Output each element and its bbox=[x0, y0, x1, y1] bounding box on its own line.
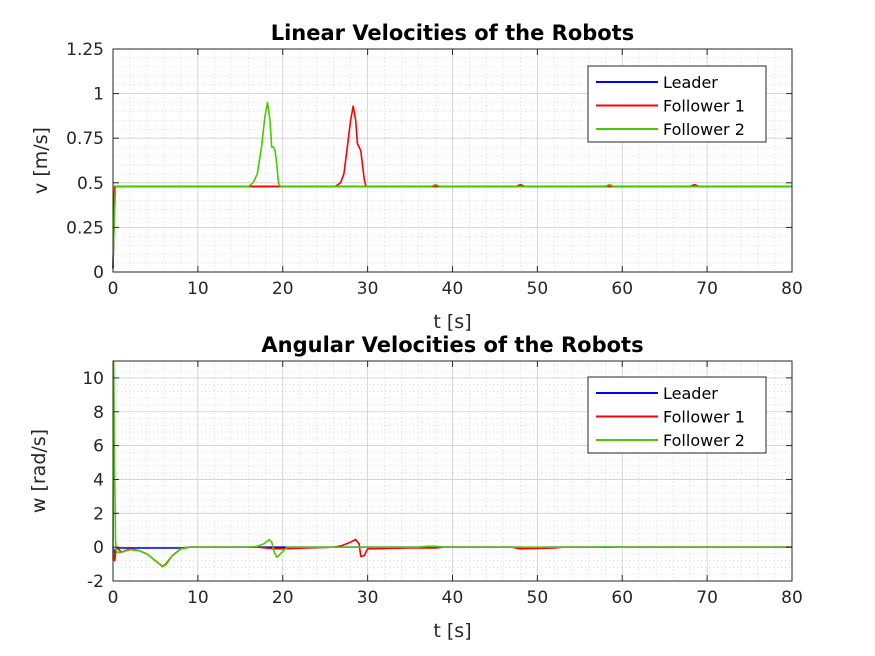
x-tick-label: 50 bbox=[527, 588, 549, 608]
x-tick-labels: 0 10 20 30 40 50 60 70 80 bbox=[108, 279, 803, 299]
x-tick-label: 20 bbox=[272, 279, 294, 299]
x-tick-label: 30 bbox=[357, 588, 379, 608]
series-line-follower-2 bbox=[112, 101, 792, 264]
chart-title: Linear Velocities of the Robots bbox=[271, 21, 635, 45]
y-tick-label: -2 bbox=[87, 572, 104, 592]
legend-label-leader: Leader bbox=[663, 384, 718, 403]
x-tick-label: 60 bbox=[611, 279, 633, 299]
x-tick-label: 50 bbox=[527, 279, 549, 299]
x-tick-label: 10 bbox=[187, 588, 209, 608]
x-tick-label: 40 bbox=[442, 588, 464, 608]
y-tick-label: 0 bbox=[93, 538, 104, 558]
x-tick-label: 10 bbox=[187, 279, 209, 299]
x-tick-labels: 0 10 20 30 40 50 60 70 80 bbox=[108, 588, 803, 608]
legend: Leader Follower 1 Follower 2 bbox=[587, 376, 767, 454]
legend-label-follower-1: Follower 1 bbox=[663, 408, 745, 427]
legend: Leader Follower 1 Follower 2 bbox=[587, 65, 767, 143]
y-tick-label: 0.5 bbox=[77, 174, 104, 194]
y-tick-label: 0 bbox=[93, 263, 104, 283]
x-tick-label: 80 bbox=[781, 279, 803, 299]
x-tick-label: 20 bbox=[272, 588, 294, 608]
y-tick-label: 10 bbox=[82, 369, 104, 389]
linear-velocity-axes: 0 10 20 30 40 50 60 70 80 0 0.25 0.5 0.75 1 1.25 Line… bbox=[30, 21, 803, 333]
x-tick-label: 0 bbox=[108, 588, 119, 608]
y-axis-label: v [m/s] bbox=[30, 127, 52, 194]
series-line-follower-2 bbox=[112, 360, 792, 568]
series-lines bbox=[112, 360, 792, 568]
y-tick-label: 4 bbox=[93, 470, 104, 490]
y-tick-label: 1.25 bbox=[66, 40, 104, 60]
legend-label-follower-2: Follower 2 bbox=[663, 431, 745, 450]
y-tick-labels: 0 0.25 0.5 0.75 1 1.25 bbox=[66, 40, 104, 283]
y-tick-label: 8 bbox=[93, 403, 104, 423]
x-tick-label: 70 bbox=[696, 588, 718, 608]
x-axis-label: t [s] bbox=[433, 620, 471, 642]
chart-title: Angular Velocities of the Robots bbox=[261, 333, 643, 357]
x-tick-label: 0 bbox=[108, 279, 119, 299]
legend-label-leader: Leader bbox=[663, 73, 718, 92]
x-tick-label: 70 bbox=[696, 279, 718, 299]
legend-label-follower-1: Follower 1 bbox=[663, 97, 745, 116]
y-tick-label: 0.75 bbox=[66, 129, 104, 149]
legend-label-follower-2: Follower 2 bbox=[663, 120, 745, 139]
y-tick-labels: -2 0 2 4 6 8 10 bbox=[82, 369, 104, 592]
x-tick-label: 80 bbox=[781, 588, 803, 608]
tick-marks bbox=[112, 361, 793, 582]
y-tick-label: 2 bbox=[93, 504, 104, 524]
y-tick-label: 0.25 bbox=[66, 218, 104, 238]
x-axis-label: t [s] bbox=[433, 311, 471, 333]
tick-marks bbox=[112, 48, 793, 273]
y-axis-label: w [rad/s] bbox=[28, 429, 50, 513]
x-tick-label: 40 bbox=[442, 279, 464, 299]
y-tick-label: 1 bbox=[93, 85, 104, 105]
y-tick-label: 6 bbox=[93, 437, 104, 457]
x-tick-label: 60 bbox=[611, 588, 633, 608]
x-tick-label: 30 bbox=[357, 279, 379, 299]
